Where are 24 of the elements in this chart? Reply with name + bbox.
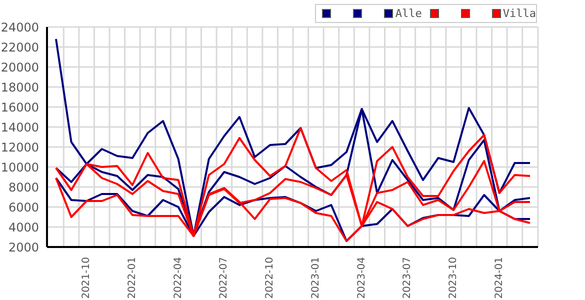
y-tick-label: 22000 <box>0 40 39 54</box>
y-tick-label: 12000 <box>0 140 39 154</box>
x-tick-label: 2023-07 <box>402 257 414 299</box>
y-tick-label: 14000 <box>0 120 39 134</box>
x-tick-label: 2022-07 <box>218 257 230 299</box>
x-tick-label: 2023-10 <box>448 257 460 299</box>
x-tick-label: 2022-01 <box>126 257 138 299</box>
x-tick-label: 2022-10 <box>264 257 276 299</box>
legend-label: Alle <box>395 7 422 20</box>
y-tick-label: 18000 <box>0 80 39 94</box>
y-tick-label: 2000 <box>8 240 39 254</box>
x-tick-label: 2023-01 <box>310 257 322 299</box>
y-tick-label: 24000 <box>0 20 39 34</box>
legend-label: Villa <box>502 7 536 20</box>
y-tick-label: 16000 <box>0 100 39 114</box>
y-tick-label: 10000 <box>0 160 39 174</box>
y-tick-label: 6000 <box>8 200 39 214</box>
x-tick-label: 2024-01 <box>494 257 505 299</box>
y-tick-label: 20000 <box>0 60 39 74</box>
x-tick-label: 2023-04 <box>356 257 368 299</box>
x-tick-label: 2021-10 <box>81 257 92 299</box>
x-tick-label: 2022-04 <box>172 257 184 299</box>
y-tick-label: 4000 <box>8 220 39 234</box>
y-tick-label: 8000 <box>8 180 39 194</box>
